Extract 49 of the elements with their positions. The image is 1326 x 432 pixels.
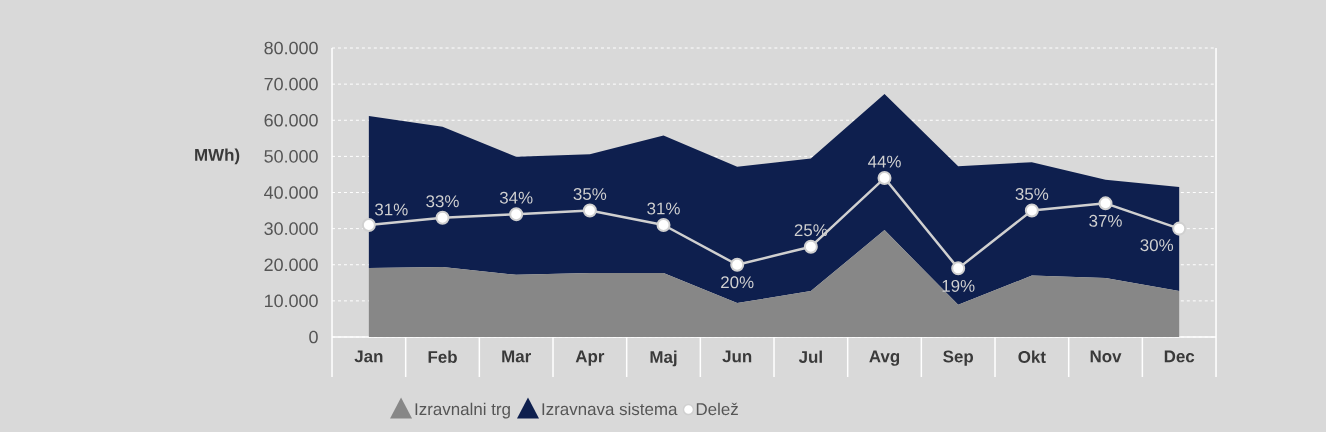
point	[435, 210, 450, 225]
y-tick-label: 10.000	[265, 294, 318, 308]
x-tick-label: Okt	[1018, 350, 1046, 363]
x-tick-label: Apr	[575, 350, 605, 366]
data-label: 25%	[794, 224, 828, 237]
data-label: 31%	[647, 202, 680, 215]
data-label: 33%	[426, 195, 459, 208]
x-tick-label: Mar	[502, 350, 531, 363]
x-tick-label: Jan	[354, 350, 383, 363]
y-tick-label: 40.000	[264, 186, 318, 199]
point	[1098, 196, 1113, 211]
x-tick-label: Maj	[650, 350, 677, 367]
x-tick-label: Sep	[943, 350, 974, 366]
x-tick-label: Avg	[869, 350, 900, 366]
legend-label: Delež	[696, 402, 738, 416]
y-tick-label: 0	[309, 330, 318, 344]
data-label: 37%	[1089, 214, 1122, 227]
point	[1024, 203, 1039, 218]
x-tick-label: Jun	[722, 350, 752, 363]
x-tick-label: Jul	[798, 350, 822, 363]
data-label: 34%	[499, 191, 533, 204]
point	[509, 207, 524, 222]
point	[951, 261, 966, 276]
data-label: 19%	[942, 279, 975, 292]
point	[730, 257, 745, 272]
y-tick-label: 60.000	[264, 113, 318, 127]
x-tick-label: Feb	[428, 350, 457, 363]
point	[361, 218, 376, 233]
data-label: 44%	[867, 155, 901, 168]
point	[1172, 221, 1187, 236]
data-label: 35%	[1015, 188, 1049, 201]
y-tick-label: 20.000	[264, 258, 318, 272]
data-label: 31%	[375, 203, 408, 216]
y-tick-label: 80.000	[264, 41, 318, 55]
data-label: 20%	[721, 276, 754, 289]
legend-label: Izravnalni trg	[415, 402, 510, 419]
x-tick-label: Nov	[1090, 350, 1122, 363]
y-tick-label: 70.000	[264, 77, 318, 91]
data-label: 30%	[1140, 239, 1174, 252]
y-tick-label: 50.000	[264, 150, 318, 163]
x-tick-label: Dec	[1164, 350, 1195, 363]
y-tick-label: 30.000	[264, 222, 318, 235]
point	[582, 203, 597, 218]
point	[803, 239, 818, 254]
data-label: 35%	[573, 188, 607, 201]
point	[656, 218, 671, 233]
y-axis-title: MWh)	[195, 148, 240, 165]
point	[877, 171, 892, 186]
legend-label: Izravnava sistema	[542, 402, 678, 416]
